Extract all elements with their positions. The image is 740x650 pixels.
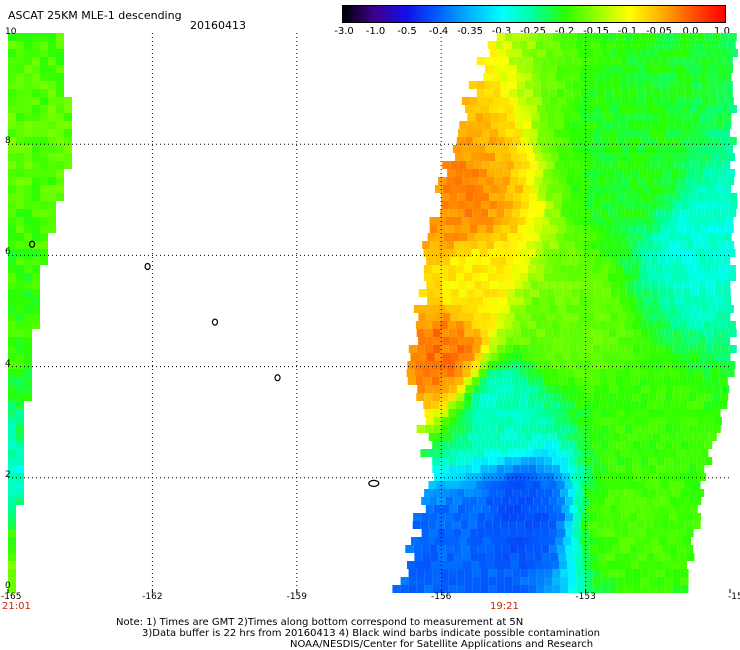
longitude-label: -162 [142, 592, 163, 602]
island-outline [144, 262, 151, 271]
island-outline [368, 479, 380, 487]
longitude-label: -150 [728, 592, 740, 602]
latitude-label: 8 [5, 136, 11, 147]
colorbar-label: -0.15 [583, 26, 609, 37]
time-left: 21:01 [2, 601, 31, 612]
colorbar-label: 0.0 [682, 26, 699, 37]
right-swath [392, 33, 738, 593]
product-date: 20160413 [190, 19, 246, 32]
colorbar-label: -0.35 [457, 26, 483, 37]
colorbar-label: 1.0 [714, 26, 730, 37]
colorbar-label: -0.5 [397, 26, 417, 37]
latitude-label: 0 [5, 581, 11, 591]
time-right: 19:21 [490, 601, 519, 612]
colorbar-label: -1.0 [365, 26, 386, 37]
latitude-label: 4 [5, 358, 11, 369]
colorbar-label: -0.1 [617, 26, 638, 37]
left-swath [8, 33, 72, 593]
note-line-1: Note: 1) Times are GMT 2)Times along bot… [116, 617, 524, 628]
latitude-label: 2 [5, 469, 11, 480]
latitude-label: 6 [5, 247, 11, 258]
colorbar-label: -0.25 [520, 26, 546, 37]
latitude-label: 10 [5, 27, 17, 37]
island-outline [274, 374, 281, 382]
longitude-label: -153 [575, 592, 596, 602]
longitude-label: -165 [1, 592, 22, 602]
colorbar [342, 5, 726, 23]
lat-lon-grid [8, 33, 730, 589]
note-line-2: 3)Data buffer is 22 hrs from 20160413 4)… [142, 628, 600, 639]
note-line-3: NOAA/NESDIS/Center for Satellite Applica… [290, 639, 594, 650]
longitude-label: -156 [430, 592, 452, 602]
product-title: ASCAT 25KM MLE-1 descending [8, 9, 182, 22]
colorbar-label: -0.4 [428, 26, 449, 37]
islands [28, 240, 380, 487]
axis-ticks [7, 589, 731, 593]
island-outline [211, 318, 219, 326]
colorbar-label: -3.0 [334, 26, 354, 37]
colorbar-label: -0.3 [491, 26, 512, 37]
longitude-label: -159 [286, 592, 308, 602]
colorbar-label: -0.2 [554, 26, 575, 37]
island-outline [28, 240, 36, 248]
colorbar-label: -0.05 [646, 26, 672, 37]
